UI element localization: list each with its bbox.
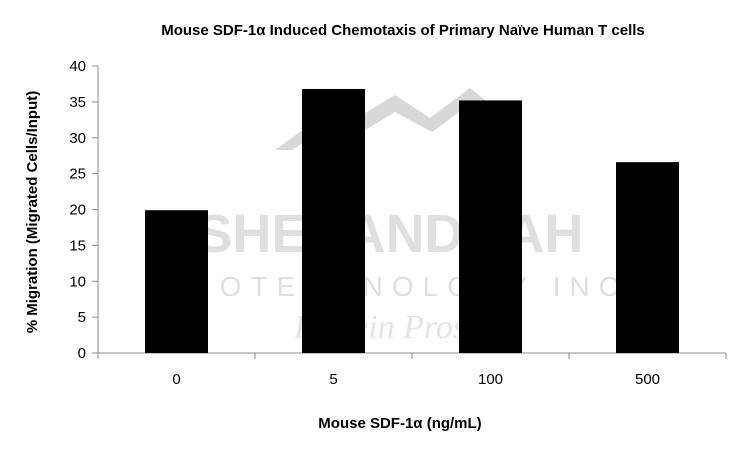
- x-tick-label: 5: [329, 371, 337, 388]
- y-tick-label: 20: [69, 202, 86, 219]
- y-axis-label: % Migration (Migrated Cells/Input): [24, 91, 41, 334]
- y-tick-label: 0: [78, 345, 86, 362]
- x-axis-label: Mouse SDF-1α (ng/mL): [318, 415, 481, 432]
- watermark-line1: SHENANDOAH: [196, 204, 583, 264]
- chart-title: Mouse SDF-1α Induced Chemotaxis of Prima…: [161, 22, 645, 39]
- bar: [302, 88, 365, 354]
- y-tick-label: 15: [69, 237, 86, 254]
- plot-area: 0 5 10 15 20 25 30 35 40 0 5 100 500: [69, 58, 727, 388]
- watermark-logo: SHENANDOAH BIOTECHNOLOGY INC. Protein Pr…: [175, 88, 645, 346]
- y-tick-label: 10: [69, 273, 86, 290]
- y-tick-label: 25: [69, 166, 86, 183]
- y-tick-label: 35: [69, 94, 86, 111]
- x-tick-label: 500: [635, 371, 660, 388]
- y-tick-label: 40: [69, 58, 86, 75]
- x-tick-label: 0: [172, 371, 180, 388]
- bar: [459, 100, 522, 353]
- watermark-mountain-icon: [275, 88, 520, 150]
- x-tick-label: 100: [478, 371, 503, 388]
- bar: [616, 162, 679, 353]
- y-tick-label: 30: [69, 130, 86, 147]
- y-tick-label: 5: [78, 309, 86, 326]
- watermark-line2: BIOTECHNOLOGY INC.: [175, 271, 645, 302]
- bar: [145, 210, 208, 353]
